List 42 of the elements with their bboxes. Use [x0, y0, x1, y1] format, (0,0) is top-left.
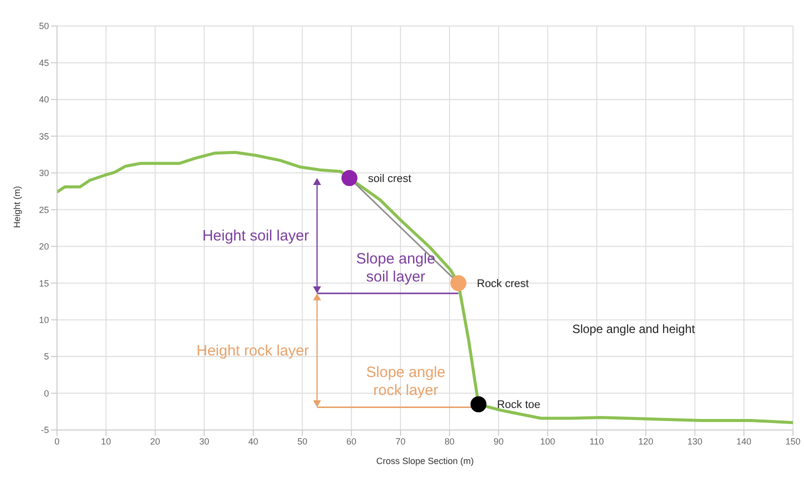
x-tick-label: 80: [444, 436, 455, 446]
y-tick-label: 50: [38, 21, 49, 32]
annotation: Slope angle and height: [572, 322, 696, 336]
point: [341, 170, 358, 186]
x-axis-title: Cross Slope Section (m): [376, 456, 474, 466]
series-label: Rock crest: [476, 278, 529, 290]
annotation: Slope angle rock layer: [366, 364, 446, 400]
y-tick-label: 35: [38, 131, 49, 142]
x-tick-label: 70: [395, 436, 406, 446]
y-tick-label: 45: [38, 58, 49, 68]
annotation: Height soil layer: [202, 228, 310, 245]
y-tick-label: 5: [44, 352, 49, 362]
point: [450, 275, 466, 292]
x-tick-label: 130: [687, 436, 702, 446]
x-tick-label: 10: [101, 436, 112, 446]
x-tick-label: 30: [199, 436, 210, 446]
y-tick-label: 40: [38, 94, 49, 105]
x-tick-label: 20: [150, 436, 160, 446]
series-label: Rock toe: [496, 399, 540, 412]
series-label: soil crest: [368, 172, 412, 185]
x-tick-label: 90: [494, 436, 504, 446]
x-tick-label: 50: [297, 436, 308, 446]
y-tick-label: 0: [44, 388, 49, 398]
y-tick-label: 30: [38, 168, 49, 178]
annotation: Height rock layer: [196, 342, 310, 360]
y-tick-label: 25: [38, 204, 49, 215]
annotation: Slope angle soil layer: [356, 250, 436, 286]
y-tick-label: 10: [38, 315, 49, 326]
x-tick-label: 110: [590, 436, 604, 446]
y-tick-label: 15: [38, 278, 49, 288]
y-tick-label: -5: [40, 425, 49, 436]
x-tick-label: 60: [346, 436, 356, 446]
point: [470, 396, 486, 412]
x-tick-label: 140: [736, 436, 752, 446]
x-tick-label: 0: [54, 436, 60, 446]
y-axis-title: Height (m): [12, 186, 22, 228]
x-tick-label: 120: [638, 436, 654, 446]
x-tick-label: 150: [785, 436, 801, 446]
x-tick-label: 100: [540, 436, 556, 446]
y-tick-label: 20: [38, 242, 49, 252]
x-tick-label: 40: [248, 436, 258, 446]
line-series: [57, 150, 793, 424]
